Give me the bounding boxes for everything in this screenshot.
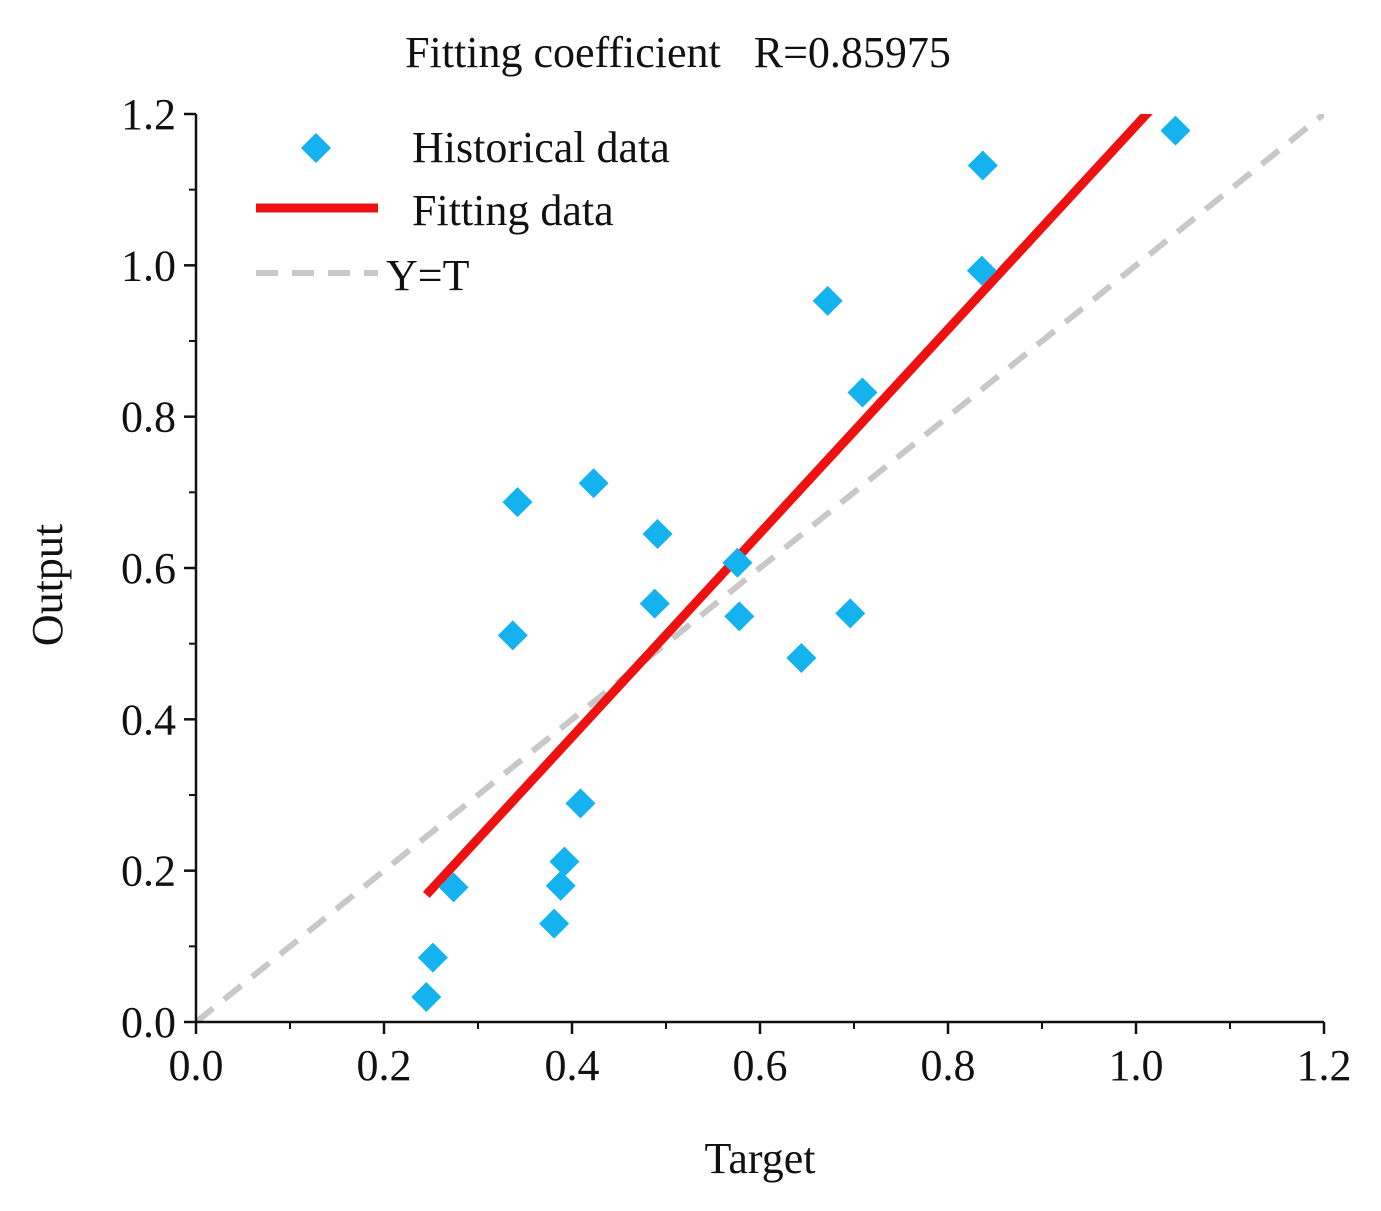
x-tick-label: 1.0 [1109,1041,1164,1090]
data-point [847,377,878,408]
data-point [966,255,997,286]
chart-title: Fitting coefficient R=0.85975 [405,28,951,77]
data-point [642,518,673,549]
data-point [502,487,533,518]
x-tick-label: 0.0 [169,1041,224,1090]
x-tick-label: 0.8 [921,1041,976,1090]
data-point [411,982,442,1013]
legend-marker-historical-data [301,133,331,163]
legend-label-y-equals-t: Y=T [386,251,470,300]
fit-line [422,114,1153,898]
data-point [539,908,570,939]
data-points [411,115,1191,1013]
y-tick-label: 0.2 [121,847,176,896]
y-tick-label: 1.2 [121,90,176,139]
data-point [724,601,755,632]
y-tick-label: 0.0 [121,998,176,1047]
data-point [578,468,609,499]
data-point [835,598,866,629]
data-point [545,870,576,901]
data-point [417,942,448,973]
data-point [722,547,753,578]
x-tick-label: 0.2 [357,1041,412,1090]
legend-label-historical-data: Historical data [412,123,670,172]
y-tick-label: 1.0 [121,241,176,290]
legend-label-fitting-data: Fitting data [412,186,614,235]
y-tick-label: 0.6 [121,544,176,593]
y-tick-label: 0.4 [121,695,176,744]
legend: Historical data Fitting data Y=T [256,123,670,300]
x-tick-label: 1.2 [1297,1041,1352,1090]
data-point [812,285,843,316]
reference-line-layer [196,114,1324,1022]
ticks: 0.0 0.2 0.4 0.6 0.8 1.0 1.2 0.0 0.2 0.4 0.6 0.8 1.0 1… [121,90,1352,1090]
fit-line-layer [422,114,1153,898]
x-axis-title: Target [705,1134,816,1183]
y-axis-title: Output [23,524,72,646]
data-point [549,846,580,877]
y-tick-label: 0.8 [121,393,176,442]
x-tick-label: 0.6 [733,1041,788,1090]
data-point [639,588,670,619]
reference-line-y-equals-t [196,114,1324,1022]
data-point [438,872,469,903]
data-point [565,788,596,819]
data-point [497,620,528,651]
data-point [786,643,817,674]
x-tick-label: 0.4 [545,1041,600,1090]
data-point [1160,115,1191,146]
data-point [967,150,998,181]
